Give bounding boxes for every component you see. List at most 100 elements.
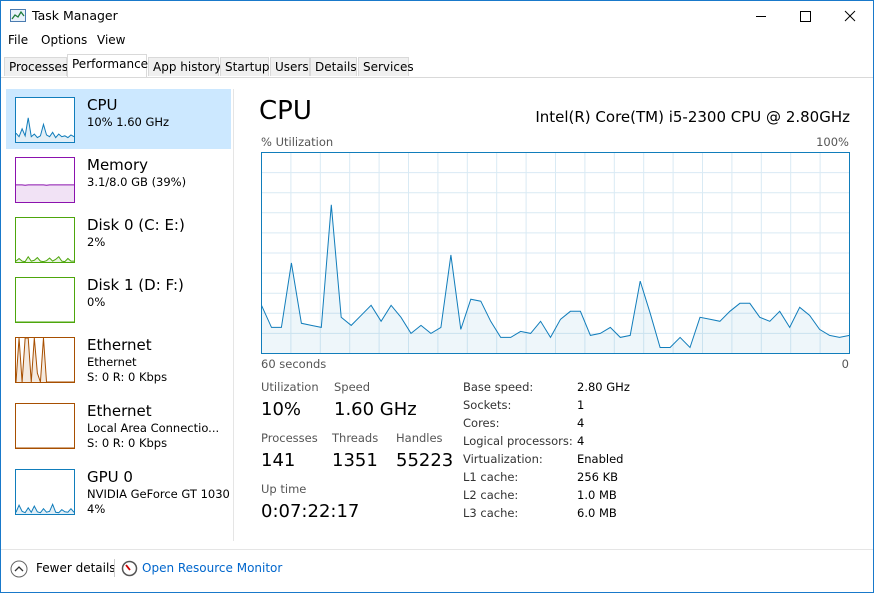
thumbnail — [15, 403, 75, 449]
thumbnail-bg — [15, 403, 75, 449]
sidebar-detail: 0% — [87, 295, 106, 309]
thumbnail — [15, 157, 75, 203]
cpu-line — [261, 204, 850, 349]
tab[interactable]: Details — [310, 57, 357, 76]
tab[interactable]: Startup — [220, 57, 270, 76]
sidebar-item[interactable]: Ethernet Local Area Connectio... S: 0 R: 0… — [6, 395, 231, 461]
fewer-details[interactable]: Fewer details — [36, 561, 116, 575]
menu-item[interactable]: Options — [41, 33, 88, 47]
sidebar-detail: 2% — [87, 235, 106, 249]
thumbnail-bg — [15, 217, 75, 263]
sidebar-detail: Local Area Connectio... — [87, 421, 220, 435]
stat-label: Threads — [332, 431, 379, 445]
spec-label: L2 cache: — [463, 488, 519, 502]
sidebar-detail: NVIDIA GeForce GT 1030 — [87, 487, 230, 501]
stat-value: 1.60 GHz — [334, 399, 417, 420]
sidebar-name: Ethernet — [87, 402, 152, 420]
stat-value: 1351 — [332, 450, 378, 471]
tab-bar: Processes Performance App history Startup Us… — [1, 54, 873, 78]
sidebar-detail: 10% 1.60 GHz — [87, 115, 170, 129]
spec-label: Logical processors: — [463, 434, 573, 448]
open-resource-monitor[interactable]: Open Resource Monitor — [142, 561, 283, 575]
spec-value: 256 KB — [577, 470, 619, 484]
y-max-label: 100% — [816, 135, 849, 149]
sidebar-detail: Ethernet — [87, 355, 137, 369]
cpu-area — [261, 204, 850, 354]
footer-divider — [114, 559, 115, 577]
x-left-label: 60 seconds — [261, 357, 327, 371]
thumbnail-bg — [15, 469, 75, 515]
thumbnail — [15, 337, 75, 383]
spec-label: Virtualization: — [463, 452, 543, 466]
window-controls[interactable] — [736, 1, 873, 31]
footer-separator — [1, 549, 873, 550]
stat-label: Handles — [396, 431, 443, 445]
stat-label: Processes — [261, 431, 318, 445]
thumbnail — [15, 217, 75, 263]
spec-label: Sockets: — [463, 398, 512, 412]
y-axis-label: % Utilization — [261, 135, 334, 149]
spec-value: Enabled — [577, 452, 624, 466]
sidebar-item[interactable]: Memory 3.1/8.0 GB (39%) — [6, 149, 231, 209]
cpu-model: Intel(R) Core(TM) i5-2300 CPU @ 2.80GHz — [535, 108, 850, 126]
thumbnail-area — [16, 184, 74, 202]
sidebar-name: Disk 0 (C: E:) — [87, 216, 185, 234]
spec-label: L1 cache: — [463, 470, 519, 484]
sidebar-detail: 4% — [87, 502, 106, 516]
sidebar-item[interactable]: Ethernet Ethernet S: 0 R: 0 Kbps — [6, 329, 231, 395]
stat-label: Utilization — [261, 380, 319, 394]
stat-value: 10% — [261, 399, 302, 420]
sidebar-item[interactable]: Disk 1 (D: F:) 0% — [6, 269, 231, 329]
sidebar-detail: 3.1/8.0 GB (39%) — [87, 175, 187, 189]
sidebar-item[interactable]: CPU 10% 1.60 GHz — [6, 89, 231, 149]
title-bar: Task Manager — [1, 1, 873, 31]
tab[interactable]: Performance — [67, 54, 148, 77]
sidebar-name: GPU 0 — [87, 468, 133, 486]
sidebar-item[interactable]: GPU 0 NVIDIA GeForce GT 1030 4% — [6, 461, 231, 527]
collapse-icon[interactable] — [10, 560, 28, 578]
thumbnail-line — [15, 117, 75, 139]
sidebar-name: Disk 1 (D: F:) — [87, 276, 184, 294]
sidebar-name: CPU — [87, 96, 118, 114]
graph-border — [261, 152, 850, 354]
tab[interactable]: Services — [358, 57, 414, 76]
thumbnail-line — [15, 337, 74, 383]
stat-value: 141 — [261, 450, 296, 471]
thumbnail-line — [15, 503, 75, 514]
cpu-graph — [261, 152, 850, 354]
sidebar-name: Memory — [87, 156, 149, 174]
tab[interactable]: Users — [270, 57, 310, 76]
spec-value: 1.0 MB — [577, 488, 617, 502]
main-title: CPU — [259, 96, 312, 126]
menu-item[interactable]: View — [97, 33, 126, 47]
x-right-label: 0 — [841, 357, 849, 371]
sidebar-item[interactable]: Disk 0 (C: E:) 2% — [6, 209, 231, 269]
app-icon — [10, 9, 26, 22]
thumbnail-bg — [15, 157, 75, 203]
spec-label: L3 cache: — [463, 506, 519, 520]
stat-value: 0:07:22:17 — [261, 501, 360, 522]
window-title: Task Manager — [32, 8, 118, 23]
thumbnail-bg — [15, 277, 75, 323]
sidebar-detail: S: 0 R: 0 Kbps — [87, 370, 168, 384]
resource-monitor-icon[interactable] — [121, 560, 138, 577]
thumbnail-line — [15, 255, 74, 263]
spec-value: 6.0 MB — [577, 506, 617, 520]
spec-value: 1 — [577, 398, 585, 412]
tab[interactable]: Processes — [4, 57, 68, 76]
stat-label: Speed — [334, 380, 371, 394]
spec-label: Cores: — [463, 416, 500, 430]
tab[interactable]: App history — [148, 57, 222, 76]
sidebar-name: Ethernet — [87, 336, 152, 354]
thumbnail — [15, 97, 75, 143]
separator — [233, 89, 234, 541]
sidebar-detail: S: 0 R: 0 Kbps — [87, 436, 168, 450]
spec-value: 4 — [577, 434, 585, 448]
menu-item[interactable]: File — [8, 33, 29, 47]
thumbnail — [15, 469, 75, 515]
stat-value: 55223 — [396, 450, 454, 471]
thumbnail — [15, 277, 75, 323]
spec-value: 2.80 GHz — [577, 380, 630, 394]
spec-value: 4 — [577, 416, 585, 430]
